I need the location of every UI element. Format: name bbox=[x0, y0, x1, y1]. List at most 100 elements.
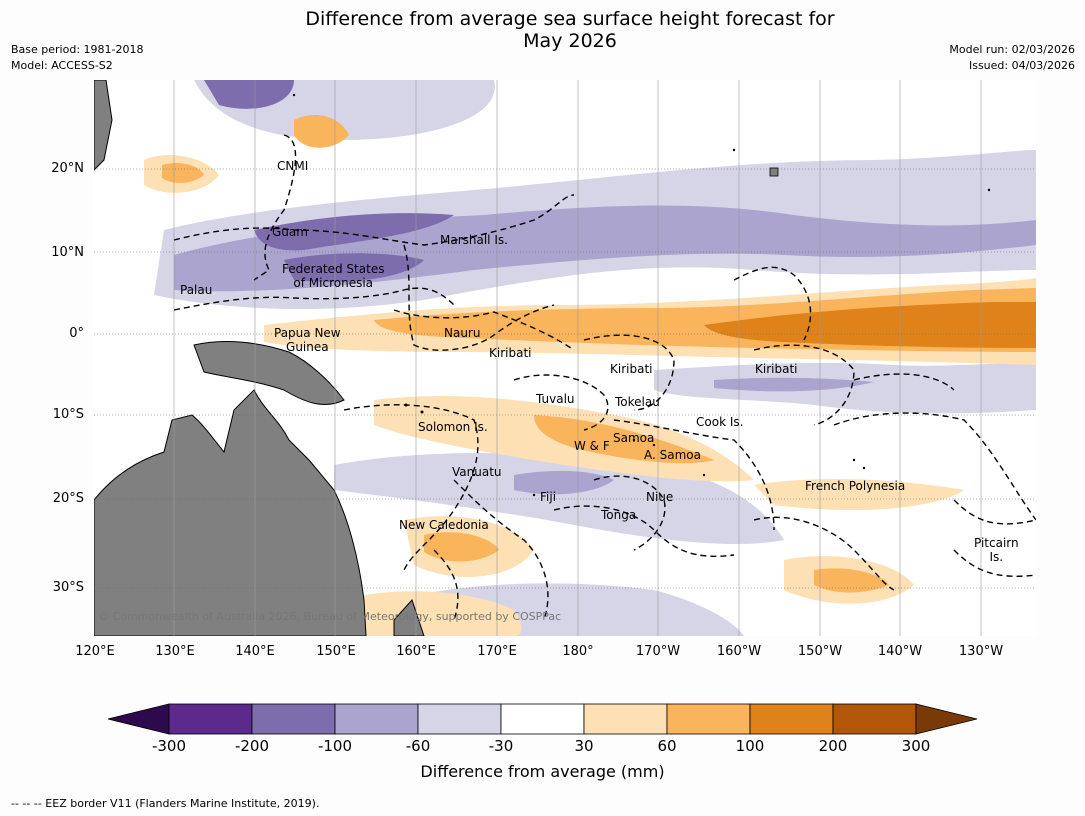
colorbar-extend-low bbox=[107, 703, 170, 735]
colorbar-bin-2 bbox=[251, 703, 336, 735]
lon-label-150w: 150°W bbox=[797, 644, 843, 659]
anomaly-south-east-core bbox=[814, 568, 889, 593]
colorbar-tick-m30: -30 bbox=[488, 737, 514, 755]
lon-label-180: 180° bbox=[562, 644, 594, 659]
lat-label-20s: 20°S bbox=[52, 491, 84, 506]
new-zealand-landmass bbox=[393, 599, 425, 636]
positive-anomaly-areas bbox=[144, 115, 1036, 636]
label-niue: Niue bbox=[646, 490, 674, 504]
anomaly-north-west-core bbox=[162, 163, 204, 183]
anomaly-tasman bbox=[344, 591, 522, 636]
eez-borders bbox=[173, 134, 1036, 621]
colorbar-tick-m200: -200 bbox=[234, 737, 270, 755]
colorbar-bin-7 bbox=[666, 703, 751, 735]
lon-label-140e: 140°E bbox=[235, 644, 275, 659]
label-png-line1: Papua New bbox=[274, 326, 341, 340]
label-pitcairn-line1: Pitcairn bbox=[974, 536, 1019, 550]
colorbar-tick-300: 300 bbox=[901, 737, 931, 755]
anomaly-samoa-core bbox=[534, 415, 714, 464]
label-palau: Palau bbox=[180, 283, 213, 297]
colorbar-tick-100: 100 bbox=[735, 737, 765, 755]
metadata-left: Base period: 1981-2018 Model: ACCESS-S2 bbox=[11, 42, 143, 74]
colorbar-bin-5 bbox=[500, 703, 585, 735]
label-fsm-line1: Federated States bbox=[282, 262, 385, 276]
label-new-caledonia: New Caledonia bbox=[399, 518, 489, 532]
label-cook-islands: Cook Is. bbox=[696, 415, 744, 429]
label-kiribati-east: Kiribati bbox=[755, 362, 798, 376]
lon-label-120e: 120°E bbox=[75, 644, 115, 659]
anomaly-fsm-core bbox=[284, 253, 424, 282]
label-solomon-islands: Solomon Is. bbox=[418, 420, 488, 434]
label-american-samoa: A. Samoa bbox=[644, 448, 701, 462]
lon-label-160w: 160°W bbox=[716, 644, 762, 659]
anomaly-southeq-core bbox=[714, 377, 874, 392]
model-run: Model run: 02/03/2026 bbox=[949, 43, 1075, 56]
label-fiji: Fiji bbox=[540, 490, 557, 504]
label-tuvalu: Tuvalu bbox=[536, 392, 575, 406]
label-fsm-line2: of Micronesia bbox=[293, 276, 374, 290]
title-line-2: May 2026 bbox=[523, 30, 617, 52]
anomaly-southeq-band bbox=[654, 362, 1036, 414]
label-pitcairn-line2: Is. bbox=[989, 550, 1004, 564]
label-pitcairn: Pitcairn Is. bbox=[974, 536, 1019, 564]
philippines-landmass bbox=[94, 80, 113, 171]
anomaly-subtropical-north-core bbox=[204, 80, 294, 109]
label-marshall-islands: Marshall Is. bbox=[440, 233, 508, 247]
lon-label-170w: 170°W bbox=[635, 644, 681, 659]
label-png: Papua New Guinea bbox=[274, 326, 341, 354]
copyright-notice: © Commonwealth of Australia 2026, Bureau… bbox=[98, 610, 562, 623]
metadata-right: Model run: 02/03/2026 Issued: 04/03/2026 bbox=[949, 42, 1075, 74]
lat-label-20n: 20°N bbox=[51, 161, 84, 176]
issued-date: Issued: 04/03/2026 bbox=[968, 59, 1075, 72]
landmasses bbox=[94, 80, 779, 636]
island-dots bbox=[292, 93, 991, 497]
lon-label-170e: 170°E bbox=[477, 644, 517, 659]
colorbar-bin-3 bbox=[334, 703, 419, 735]
colorbar-title: Difference from average (mm) bbox=[420, 762, 665, 781]
label-fsm: Federated States of Micronesia bbox=[282, 262, 384, 290]
lat-label-10n: 10°N bbox=[51, 245, 84, 260]
anomaly-french-polynesia bbox=[754, 478, 964, 510]
label-kiribati-central: Kiribati bbox=[610, 362, 653, 376]
anomaly-north-band-core bbox=[254, 213, 454, 251]
base-period: Base period: 1981-2018 bbox=[11, 43, 144, 56]
colorbar-extend-high bbox=[915, 703, 978, 735]
lon-label-140w: 140°W bbox=[877, 644, 923, 659]
graticule bbox=[94, 168, 1036, 589]
colorbar-tick-m300: -300 bbox=[151, 737, 187, 755]
colorbar-bin-1 bbox=[168, 703, 253, 735]
colorbar-bin-8 bbox=[749, 703, 834, 735]
new-guinea-landmass bbox=[193, 341, 345, 406]
negative-anomaly-areas bbox=[154, 80, 1036, 636]
label-guam: Guam bbox=[272, 225, 308, 239]
label-cnmi: CNMI bbox=[277, 159, 309, 173]
label-samoa: Samoa bbox=[613, 431, 655, 445]
label-png-line2: Guinea bbox=[286, 340, 329, 354]
colorbar-tick-200: 200 bbox=[818, 737, 848, 755]
model-name: Model: ACCESS-S2 bbox=[11, 59, 113, 72]
lat-label-10s: 10°S bbox=[52, 407, 84, 422]
colorbar-bin-4 bbox=[417, 703, 502, 735]
colorbar-bin-6 bbox=[583, 703, 668, 735]
eez-legend: -- -- -- EEZ border V11 (Flanders Marine… bbox=[11, 797, 320, 810]
label-tonga: Tonga bbox=[601, 508, 637, 522]
lon-label-160e: 160°E bbox=[396, 644, 436, 659]
colorbar-tick-60: 60 bbox=[657, 737, 677, 755]
label-wallis-futuna: W & F bbox=[574, 439, 610, 453]
french-polynesia-island bbox=[769, 167, 779, 177]
label-vanuatu: Vanuatu bbox=[452, 465, 502, 479]
colorbar-tick-m60: -60 bbox=[405, 737, 431, 755]
map-graphic bbox=[94, 80, 1036, 636]
anomaly-new-caledonia-core bbox=[424, 532, 499, 562]
label-tokelau: Tokelau bbox=[615, 395, 660, 409]
label-kiribati-west: Kiribati bbox=[489, 346, 532, 360]
map-title: Difference from average sea surface heig… bbox=[0, 8, 1085, 52]
lon-label-130w: 130°W bbox=[958, 644, 1004, 659]
lat-label-30s: 30°S bbox=[52, 580, 84, 595]
colorbar-tick-30: 30 bbox=[574, 737, 594, 755]
anomaly-equatorial-band-core bbox=[704, 302, 1036, 348]
colorbar bbox=[107, 703, 978, 735]
anomaly-fiji-core bbox=[514, 470, 614, 495]
forecast-map: CNMI Guam Marshall Is. Federated States … bbox=[94, 80, 1036, 636]
lon-label-130e: 130°E bbox=[155, 644, 195, 659]
